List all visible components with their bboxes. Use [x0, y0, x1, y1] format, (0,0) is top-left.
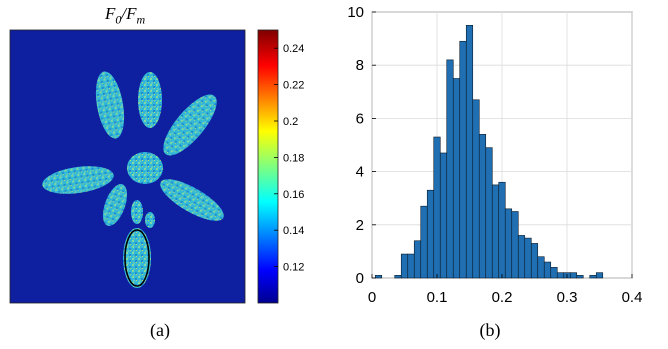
histogram-bar	[426, 189, 435, 279]
heatmap-title: F0/Fm	[105, 4, 146, 27]
y-tick-label: 6	[356, 110, 364, 127]
histogram-bar	[595, 272, 604, 279]
histogram-bar	[589, 275, 597, 279]
colorbar-tick-label: 0.18	[283, 152, 304, 164]
y-axis-ticks: 0 2 4 6 8 10	[347, 4, 376, 287]
panel-a-caption: (a)	[150, 320, 170, 340]
histogram-bar	[569, 272, 578, 279]
histogram-bar	[433, 136, 441, 279]
x-tick-label: 0.1	[427, 289, 448, 306]
histogram-bar	[491, 184, 500, 279]
histogram-bar	[485, 147, 493, 279]
histogram-bars	[374, 24, 604, 279]
histogram-bar	[452, 78, 461, 279]
y-tick-label: 4	[356, 164, 364, 181]
histogram-bar	[556, 272, 565, 279]
histogram-bar	[530, 243, 539, 279]
histogram-bar	[420, 205, 428, 279]
histogram-bar	[394, 275, 402, 279]
x-tick-label: 0	[368, 289, 376, 306]
y-tick-label: 0	[356, 270, 364, 287]
histogram-bar	[517, 235, 526, 279]
histogram-bar	[400, 253, 409, 279]
y-tick-label: 2	[356, 217, 364, 234]
ellipse-annotation	[124, 229, 150, 287]
histogram-bar	[576, 275, 584, 279]
histogram-bar	[537, 256, 545, 279]
histogram-panel: 0 0.1 0.2 0.3 0.4 0 2 4 6 8 10	[347, 4, 643, 306]
histogram-bar	[472, 99, 480, 279]
histogram-bar	[459, 40, 467, 279]
x-axis-ticks: 0 0.1 0.2 0.3 0.4	[368, 274, 643, 306]
histogram-bar	[498, 181, 506, 279]
colorbar-tick-label: 0.22	[283, 80, 304, 92]
colorbar-tick-label: 0.12	[283, 262, 304, 274]
histogram-bar	[413, 240, 422, 279]
x-tick-label: 0.2	[492, 289, 513, 306]
colorbar-tick-label: 0.16	[283, 189, 304, 201]
plant-shape	[42, 71, 224, 288]
histogram-bar	[524, 237, 532, 279]
x-tick-label: 0.3	[557, 289, 578, 306]
colorbar-tick-label: 0.2	[283, 116, 298, 128]
heatmap-panel: 0.12 0.14 0.16 0.18 0.2 0.22 0.24	[9, 29, 304, 304]
histogram-bar	[504, 208, 513, 279]
histogram-bar	[439, 152, 448, 279]
histogram-bar	[374, 275, 383, 279]
histogram-bar	[511, 211, 519, 279]
panel-b-caption: (b)	[479, 320, 501, 340]
colorbar-tick-label: 0.14	[283, 225, 304, 237]
y-tick-label: 10	[347, 4, 364, 21]
histogram-bar	[550, 267, 558, 279]
colorbar-ticks: 0.12 0.14 0.16 0.18 0.2 0.22 0.24	[274, 43, 304, 274]
histogram-bar	[543, 261, 552, 279]
histogram-bar	[478, 134, 487, 279]
x-tick-label: 0.4	[622, 289, 643, 306]
y-tick-label: 8	[356, 57, 364, 74]
histogram-bar	[407, 253, 415, 279]
colorbar	[257, 29, 279, 304]
colorbar-tick-label: 0.24	[283, 43, 304, 55]
histogram-bar	[465, 24, 474, 279]
histogram-bar	[446, 59, 454, 279]
